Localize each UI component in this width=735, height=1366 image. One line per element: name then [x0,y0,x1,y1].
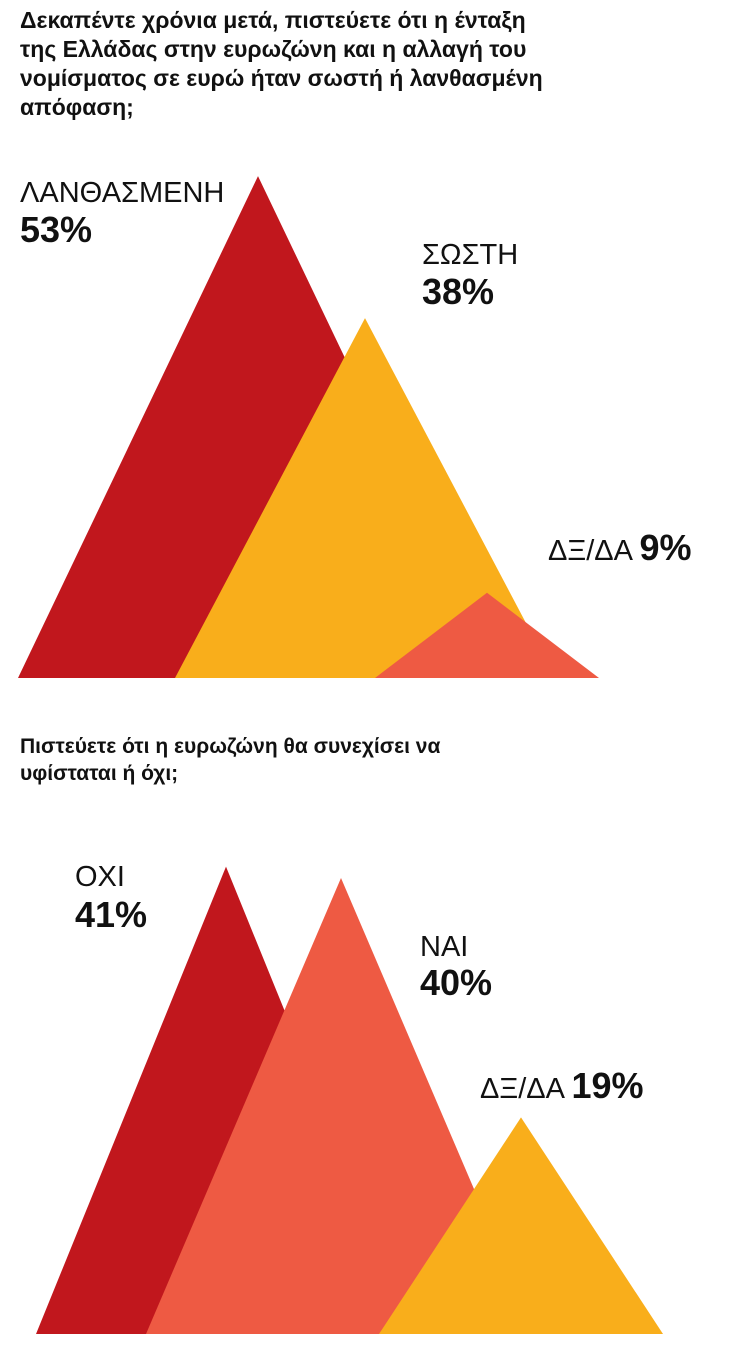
triangle-mark-2 [175,318,555,678]
category-label-1: ΛΑΝΘΑΣΜΕΝΗ [20,177,224,209]
triangle-mark-3 [375,592,599,678]
value-label-1: 41% [75,894,147,935]
category-label-1: ΟΧΙ [75,861,125,893]
category-value-label-3: ΔΞ/ΔΑ 19% [480,1065,644,1106]
category-label-2: ΝΑΙ [420,931,468,963]
value-label-2: 38% [422,271,494,312]
value-label-2: 40% [420,962,492,1003]
category-label-2: ΣΩΣΤΗ [422,239,518,271]
category-value-label-3: ΔΞ/ΔΑ 9% [548,527,691,568]
chart-2-title: Πιστεύετε ότι η ευρωζώνη θα συνεχίσει να… [20,735,441,785]
triangle-mark-2 [146,878,536,1334]
chart-1-title: Δεκαπέντε χρόνια μετά, πιστεύετε ότι η έ… [20,7,543,120]
triangle-mark-3 [379,1117,663,1334]
value-label-1: 53% [20,209,92,250]
